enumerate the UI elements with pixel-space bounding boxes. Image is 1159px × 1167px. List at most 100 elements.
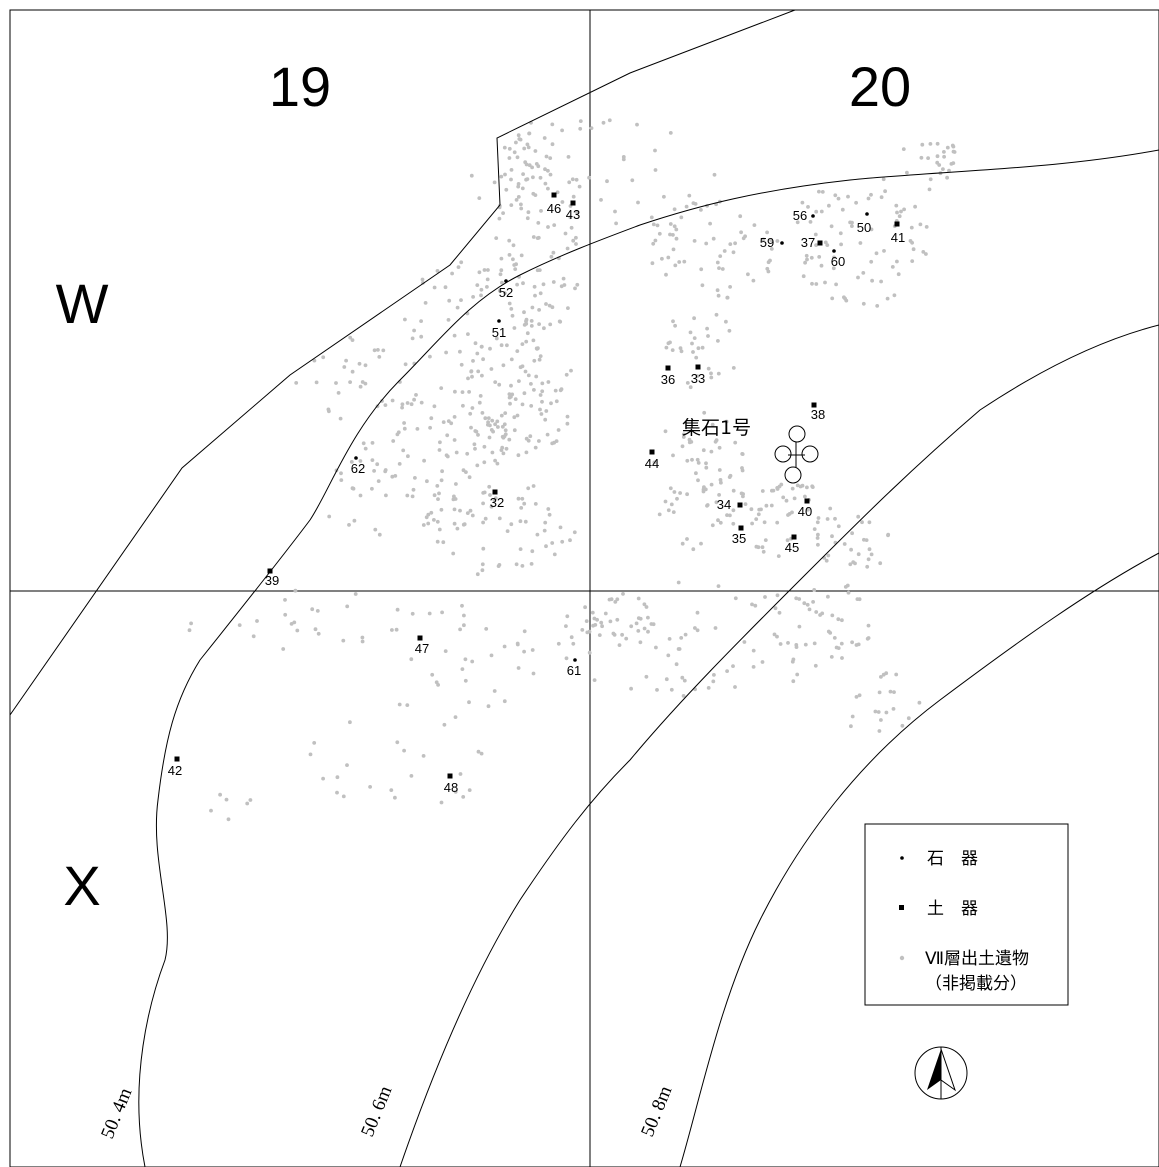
scatter-dot (805, 257, 809, 262)
scatter-dot (574, 242, 578, 246)
scatter-dot (479, 293, 483, 298)
scatter-dot (474, 429, 479, 434)
scatter-dot (351, 486, 356, 491)
grid-label-column-20: 20 (849, 55, 911, 118)
scatter-dot (441, 540, 446, 545)
scatter-dot (642, 626, 647, 631)
scatter-dot (513, 397, 518, 401)
scatter-dot (480, 568, 485, 573)
scatter-dot (646, 615, 650, 620)
scatter-dot (439, 478, 444, 483)
scatter-dot (613, 209, 617, 214)
scatter-dot (390, 628, 394, 632)
scatter-dot (951, 161, 956, 166)
scatter-dot (833, 516, 837, 521)
scatter-dot (397, 702, 402, 707)
scatter-dot (493, 380, 498, 384)
scatter-dot (738, 214, 743, 219)
scatter-dot (419, 334, 424, 339)
scatter-dot (570, 177, 575, 182)
scatter-dot (791, 657, 796, 662)
contour-line-50-4 (138, 149, 1159, 1167)
scatter-dot (629, 686, 633, 691)
scatter-dot (869, 227, 874, 232)
scatter-dot (580, 628, 585, 632)
scatter-dot (694, 355, 699, 360)
scatter-dot (621, 592, 625, 596)
scatter-dot (716, 518, 720, 523)
scatter-dot (237, 623, 242, 627)
scatter-dot (423, 301, 428, 305)
scatter-dot (638, 640, 643, 645)
scatter-dot (400, 405, 404, 410)
scatter-dot (495, 419, 500, 424)
scatter-dot (494, 236, 499, 241)
scatter-dot (507, 156, 512, 160)
scatter-dot (691, 350, 695, 354)
scatter-dot (519, 506, 524, 510)
find-number-label: 39 (265, 573, 279, 588)
scatter-dot (428, 354, 432, 359)
scatter-dot (526, 486, 531, 491)
scatter-dot (469, 425, 473, 430)
scatter-dot (671, 319, 675, 324)
scatter-dot (897, 214, 902, 219)
find-number-label: 34 (717, 497, 731, 512)
scatter-dot (856, 552, 861, 557)
scatter-dot (539, 412, 544, 416)
scatter-dot (636, 200, 640, 205)
scatter-dot (429, 416, 434, 421)
scatter-dot (550, 541, 555, 545)
scatter-dot (595, 617, 599, 622)
scatter-dot (760, 489, 765, 493)
scatter-dot (693, 202, 698, 206)
scatter-dot (660, 256, 664, 261)
scatter-dot (390, 474, 395, 479)
scatter-dot (476, 749, 481, 754)
pottery-marker (817, 240, 823, 246)
scatter-dot (516, 133, 521, 138)
scatter-dot (187, 628, 192, 633)
scatter-dot (550, 305, 555, 310)
scatter-dot (823, 280, 827, 285)
stone-tool-marker (865, 212, 869, 216)
scatter-dot (750, 521, 754, 526)
scatter-dot (489, 504, 494, 509)
scatter-dot (525, 142, 530, 147)
scatter-dot (292, 620, 297, 625)
scatter-dot (384, 493, 388, 498)
scatter-dot (467, 700, 471, 705)
scatter-dot (935, 141, 940, 146)
scatter-dot (756, 512, 761, 517)
scatter-dot (672, 224, 677, 229)
scatter-dot (856, 275, 860, 280)
scatter-dot (546, 225, 550, 229)
scatter-dot (438, 440, 442, 445)
scatter-dot (321, 776, 325, 781)
scatter-dot (436, 683, 440, 687)
pottery-marker (791, 534, 797, 540)
scatter-dot (507, 301, 512, 306)
scatter-dot (805, 602, 810, 607)
scatter-dot (283, 598, 287, 602)
scatter-dot (687, 193, 692, 198)
scatter-dot (568, 538, 572, 543)
scatter-dot (840, 618, 844, 623)
scatter-dot (467, 788, 472, 792)
scatter-dot (505, 343, 509, 348)
scatter-dot (709, 449, 714, 454)
scatter-dot (814, 282, 819, 286)
scatter-dot (765, 230, 769, 235)
scatter-dot (672, 490, 677, 494)
scatter-dot (522, 501, 527, 506)
scatter-dot (526, 373, 531, 378)
scatter-dot (226, 817, 231, 822)
scatter-dot (830, 613, 835, 618)
scatter-dot (443, 285, 448, 290)
scatter-dot (597, 633, 602, 637)
scatter-dot (487, 435, 492, 440)
scatter-dot (503, 428, 508, 433)
scatter-dot (327, 514, 332, 519)
scatter-dot (419, 400, 424, 405)
stone-tool-marker (497, 319, 501, 323)
